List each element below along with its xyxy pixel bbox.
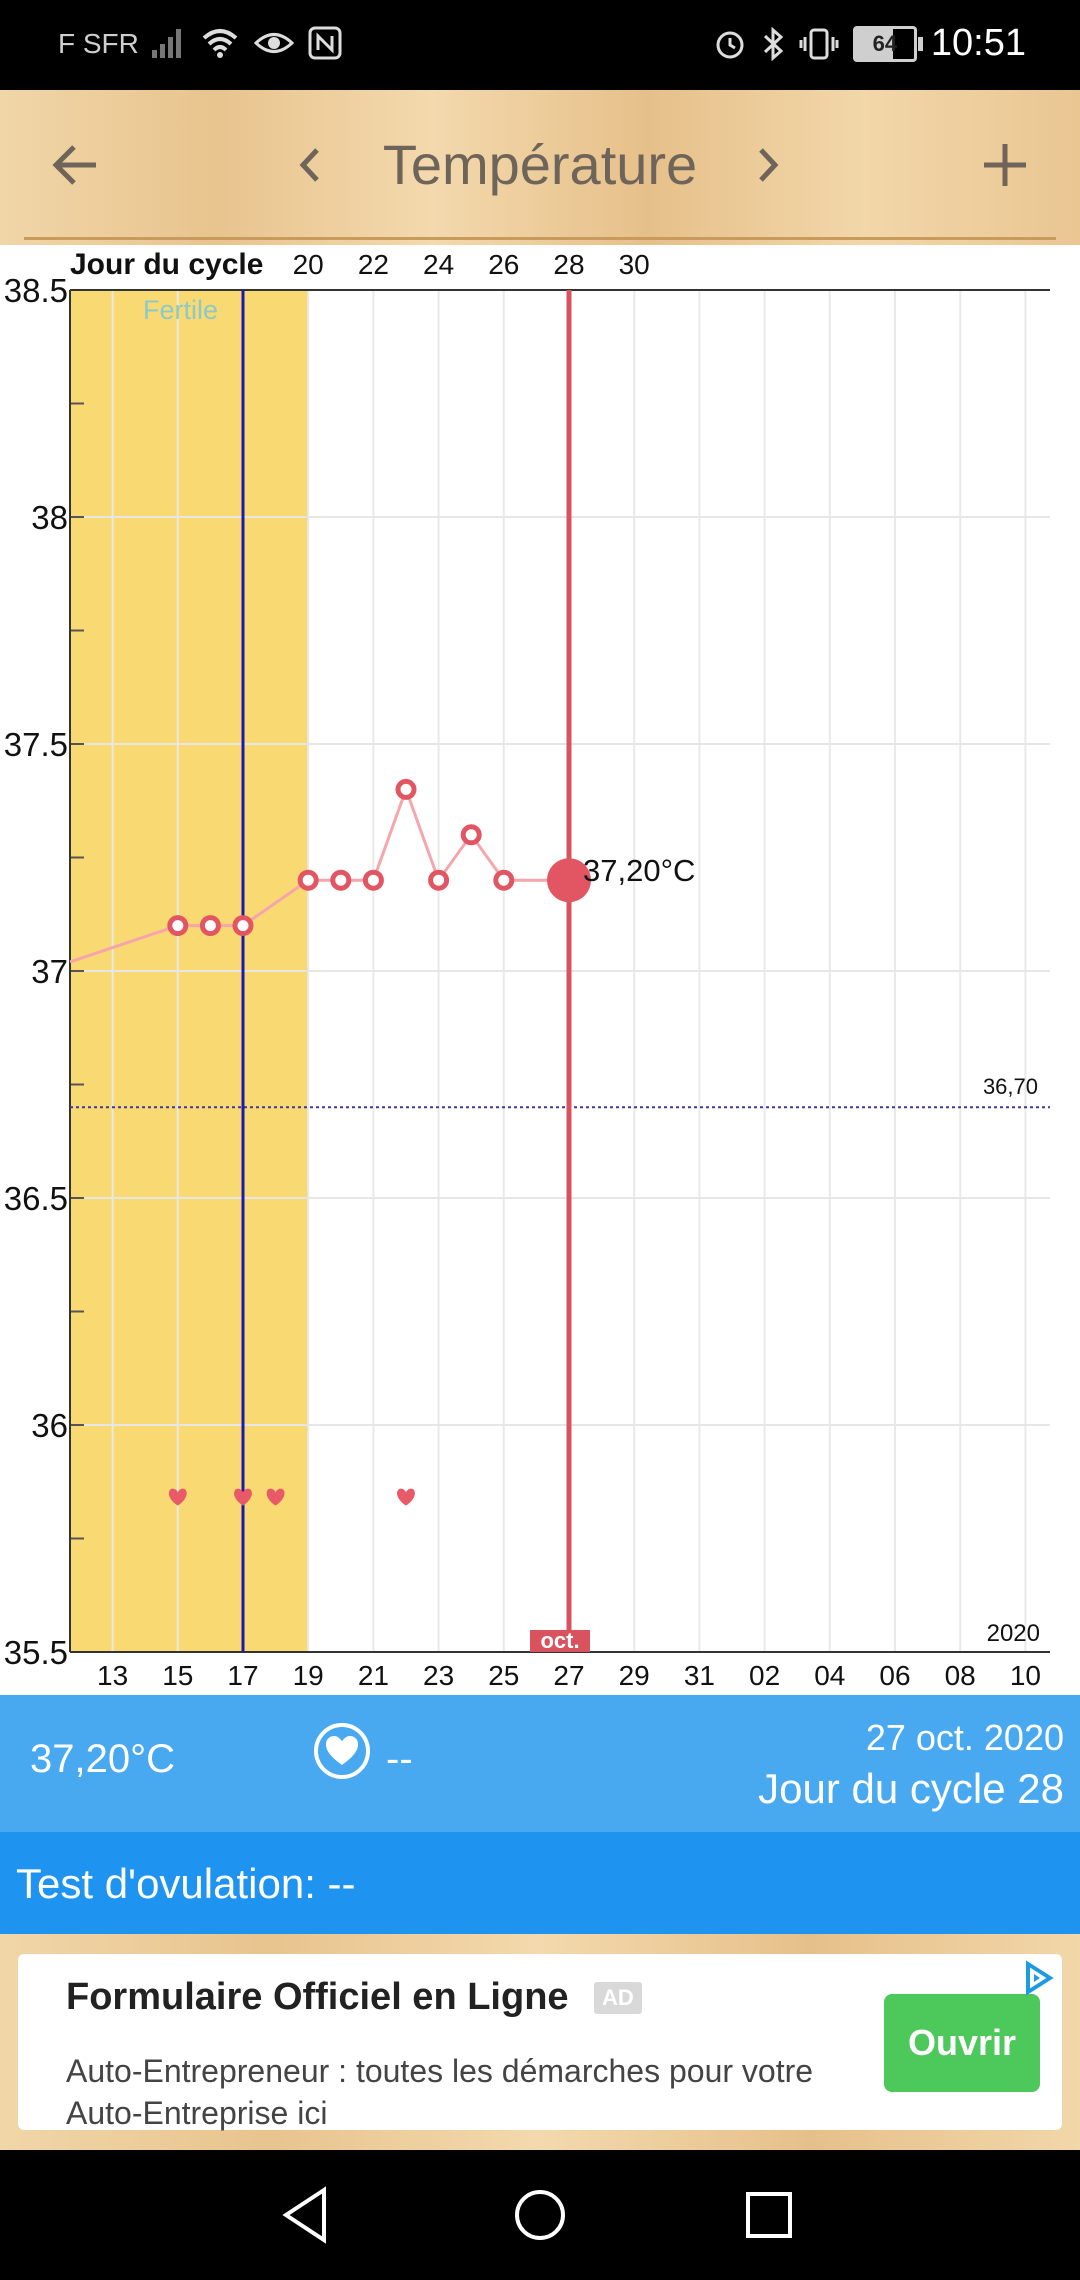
x-tick-label: 15 — [162, 1660, 193, 1691]
plus-icon — [984, 144, 1026, 186]
x-tick-label: 23 — [423, 1660, 454, 1691]
next-button[interactable] — [734, 130, 804, 200]
recents-square-icon[interactable] — [734, 2180, 804, 2250]
data-point — [199, 915, 221, 937]
cycle-day-tick-label: 30 — [619, 249, 650, 280]
data-point — [362, 869, 384, 891]
selected-data-point — [547, 858, 591, 903]
data-point — [395, 778, 417, 800]
vibrate-icon — [799, 28, 839, 59]
data-point — [330, 869, 352, 891]
chevron-left-icon — [299, 148, 319, 182]
intercourse-heart-icon — [168, 1488, 187, 1506]
bluetooth-icon — [763, 26, 784, 61]
data-point — [167, 915, 189, 937]
day-info-bar[interactable]: 37,20°C -- 27 oct. 2020 Jour du cycle 28 — [0, 1695, 1080, 1832]
clock: 10:51 — [930, 22, 1026, 64]
ad-badge: AD — [594, 1982, 642, 2014]
cycle-day-tick-label: 28 — [553, 249, 584, 280]
temperature-chart[interactable]: 38.5 38 37.5 37 36.5 36 35.5 13 15 17 19 21 23 25 27 29… — [0, 245, 1080, 1695]
ad-choices-icon[interactable] — [1018, 1958, 1058, 1998]
y-tick-label: 37.5 — [4, 726, 68, 763]
cycle-day-tick-label: 20 — [293, 249, 324, 280]
x-tick-label: 04 — [814, 1660, 845, 1691]
day-temperature: 37,20°C — [30, 1737, 175, 1781]
signal-icon — [152, 29, 181, 58]
ad-banner[interactable]: Formulaire Officiel en Ligne AD Auto-Ent… — [18, 1954, 1062, 2131]
add-button[interactable] — [970, 130, 1040, 200]
ad-zone: Formulaire Officiel en Ligne AD Auto-Ent… — [0, 1934, 1080, 2150]
data-point — [428, 869, 450, 891]
data-point — [493, 869, 515, 891]
ad-title[interactable]: Formulaire Officiel en Ligne — [66, 1976, 569, 2018]
back-triangle-icon[interactable] — [272, 2180, 342, 2250]
y-tick-label: 35.5 — [4, 1634, 68, 1671]
cycle-day-tick-label: 26 — [488, 249, 519, 280]
ovulation-test-label: Test d'ovulation: -- — [16, 1860, 356, 1907]
x-tick-label: 27 — [553, 1660, 584, 1691]
cycle-day: Jour du cycle 28 — [758, 1765, 1064, 1812]
x-tick-label: 17 — [227, 1660, 258, 1691]
intercourse-heart-icon — [234, 1488, 252, 1506]
page-title: Température — [382, 133, 698, 196]
data-point — [297, 869, 319, 891]
y-tick-label: 37 — [31, 953, 68, 990]
x-tick-label: 29 — [619, 1660, 650, 1691]
intercourse-heart-icon — [397, 1488, 415, 1506]
selected-date: 27 oct. 2020 — [865, 1717, 1064, 1758]
x-tick-label: 31 — [684, 1660, 715, 1691]
x-tick-label: 10 — [1010, 1660, 1041, 1691]
heart-value: -- — [386, 1737, 413, 1781]
alarm-icon — [716, 31, 744, 58]
chart-svg[interactable]: 38.5 38 37.5 37 36.5 36 35.5 13 15 17 19 21 23 25 27 29… — [0, 245, 1080, 1695]
cycle-day-tick-label: 24 — [423, 249, 454, 280]
chevron-right-icon — [759, 148, 779, 182]
eye-icon — [254, 33, 294, 53]
x-tick-label: 13 — [97, 1660, 128, 1691]
ovulation-test-row[interactable]: Test d'ovulation: -- — [0, 1832, 1080, 1934]
arrow-left-icon — [52, 145, 96, 185]
y-tick-label: 36.5 — [4, 1180, 68, 1217]
y-tick-label: 36 — [31, 1407, 68, 1444]
data-point — [460, 824, 482, 846]
cycle-day-tick-label: 22 — [358, 249, 389, 280]
system-navigation-bar — [0, 2150, 1080, 2280]
previous-button[interactable] — [274, 130, 344, 200]
app-header: Température — [0, 90, 1080, 245]
heart-icon[interactable] — [314, 1723, 370, 1779]
intercourse-heart-icon — [266, 1488, 285, 1506]
carrier-name: F SFR — [58, 28, 139, 59]
x-tick-label: 19 — [293, 1660, 324, 1691]
ad-open-button[interactable]: Ouvrir — [884, 1994, 1040, 2092]
battery-icon: 64 — [852, 25, 923, 62]
status-bar: F SFR 64 10:51 — [0, 0, 1080, 90]
nfc-icon — [308, 26, 342, 60]
x-tick-label: 02 — [749, 1660, 780, 1691]
x-tick-label: 25 — [488, 1660, 519, 1691]
home-circle-icon[interactable] — [505, 2180, 575, 2250]
wifi-icon — [202, 29, 238, 58]
ad-description[interactable]: Auto-Entrepreneur : toutes les démarches… — [66, 2053, 814, 2131]
data-point — [232, 915, 254, 937]
x-tick-label: 06 — [879, 1660, 910, 1691]
x-tick-label: 21 — [358, 1660, 389, 1691]
x-tick-label: 08 — [945, 1660, 976, 1691]
back-button[interactable] — [40, 130, 110, 200]
y-tick-label: 38.5 — [4, 272, 68, 309]
y-tick-label: 38 — [31, 499, 68, 536]
